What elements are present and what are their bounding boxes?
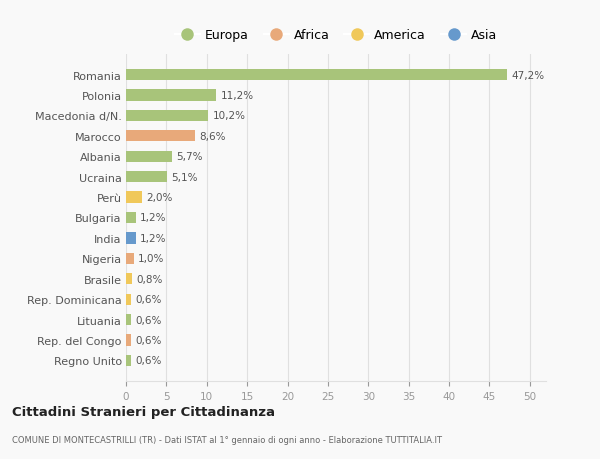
Bar [126, 314, 131, 325]
Text: 11,2%: 11,2% [221, 91, 254, 101]
Text: 0,8%: 0,8% [137, 274, 163, 284]
Text: 8,6%: 8,6% [199, 132, 226, 141]
Bar [126, 335, 131, 346]
Text: 0,6%: 0,6% [135, 356, 161, 365]
Legend: Europa, Africa, America, Asia: Europa, Africa, America, Asia [171, 25, 501, 45]
Bar [126, 172, 167, 183]
Text: Cittadini Stranieri per Cittadinanza: Cittadini Stranieri per Cittadinanza [12, 405, 275, 419]
Text: 47,2%: 47,2% [511, 71, 544, 80]
Bar [126, 233, 136, 244]
Text: 5,1%: 5,1% [171, 172, 198, 182]
Bar [126, 151, 172, 162]
Bar [126, 355, 131, 366]
Text: 1,2%: 1,2% [140, 213, 166, 223]
Text: 1,0%: 1,0% [138, 254, 164, 264]
Bar [126, 294, 131, 305]
Bar [126, 70, 507, 81]
Text: 0,6%: 0,6% [135, 335, 161, 345]
Bar [126, 213, 136, 224]
Bar [126, 111, 208, 122]
Text: 0,6%: 0,6% [135, 295, 161, 304]
Text: 0,6%: 0,6% [135, 315, 161, 325]
Text: 1,2%: 1,2% [140, 233, 166, 243]
Bar [126, 90, 217, 101]
Bar [126, 274, 133, 285]
Bar [126, 192, 142, 203]
Text: 5,7%: 5,7% [176, 152, 203, 162]
Text: 10,2%: 10,2% [212, 111, 245, 121]
Bar [126, 253, 134, 264]
Text: 2,0%: 2,0% [146, 193, 173, 203]
Text: COMUNE DI MONTECASTRILLI (TR) - Dati ISTAT al 1° gennaio di ogni anno - Elaboraz: COMUNE DI MONTECASTRILLI (TR) - Dati IST… [12, 435, 442, 443]
Bar [126, 131, 196, 142]
